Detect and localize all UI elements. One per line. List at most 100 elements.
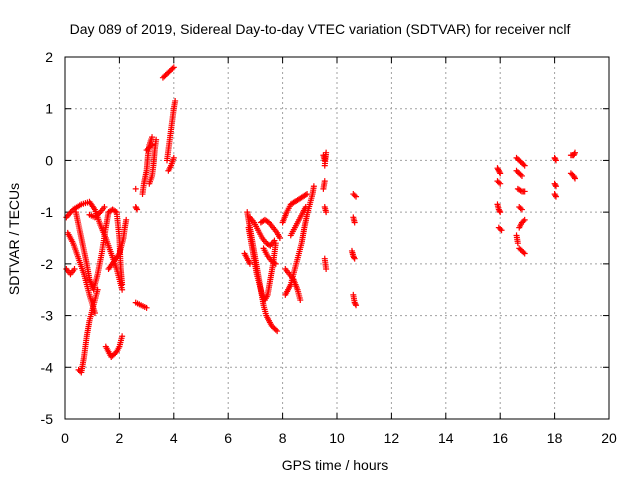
data-point [101, 203, 108, 210]
data-point [132, 185, 139, 192]
x-tick-label: 16 [492, 430, 508, 446]
data-point [351, 219, 358, 226]
data-point [133, 205, 140, 212]
data-point [119, 286, 126, 293]
data-point [351, 254, 357, 261]
data-point [495, 179, 502, 186]
data-point [497, 170, 504, 177]
data-point [276, 235, 283, 241]
y-tick-label: -3 [41, 308, 54, 324]
y-tick-label: -2 [41, 256, 54, 272]
data-point [514, 240, 521, 247]
data-points [63, 64, 578, 376]
data-point [552, 156, 559, 163]
data-point [302, 203, 309, 210]
x-tick-label: 14 [438, 430, 454, 446]
data-point [520, 249, 527, 256]
x-tick-label: 6 [224, 430, 232, 446]
data-point [572, 175, 578, 182]
plot-frame [64, 56, 610, 420]
x-tick-label: 8 [279, 430, 287, 446]
data-point [272, 326, 279, 333]
data-point [170, 64, 177, 71]
data-point [496, 207, 503, 214]
data-point [521, 188, 528, 195]
data-point [323, 209, 330, 216]
data-point [153, 136, 160, 143]
data-point [321, 162, 328, 169]
data-point [123, 216, 130, 223]
data-point [119, 333, 126, 340]
data-point [520, 218, 527, 225]
data-point [149, 141, 156, 148]
data-point [274, 328, 281, 335]
data-point [552, 183, 559, 190]
data-point [112, 208, 119, 215]
data-point [352, 300, 359, 307]
data-point [94, 286, 101, 293]
data-point [271, 259, 278, 266]
data-point [552, 181, 559, 188]
data-point [71, 266, 78, 273]
data-point [297, 297, 304, 304]
x-tick-label: 12 [384, 430, 400, 446]
data-point [112, 350, 119, 357]
x-tick-labels: 0 2 4 6 8 10 12 14 16 18 20 [61, 430, 617, 446]
x-tick-label: 18 [547, 430, 563, 446]
data-point [552, 157, 559, 164]
x-tick-label: 0 [61, 430, 69, 446]
data-point [304, 191, 311, 198]
data-point [497, 180, 504, 187]
data-point [351, 255, 358, 262]
data-point [172, 97, 179, 104]
data-point [572, 149, 578, 156]
data-point [134, 206, 141, 213]
data-point [266, 241, 272, 248]
data-point [321, 178, 328, 185]
data-point [351, 192, 358, 199]
data-point [497, 225, 504, 232]
data-point [353, 302, 360, 309]
data-point [552, 192, 559, 199]
y-tick-label: 1 [45, 101, 53, 117]
data-point [521, 162, 528, 169]
data-point [497, 209, 504, 216]
y-tick-labels: 2 1 0 -1 -2 -3 -4 -5 [41, 49, 54, 427]
data-point [517, 171, 524, 178]
data-point [302, 191, 309, 198]
data-point [498, 227, 505, 234]
data-point [552, 193, 559, 200]
y-tick-label: -4 [41, 359, 54, 375]
x-tick-label: 10 [329, 430, 345, 446]
data-point [323, 266, 330, 273]
data-point [149, 134, 156, 141]
data-point [521, 250, 528, 257]
data-point [517, 205, 524, 212]
data-point [496, 169, 503, 176]
data-point [246, 260, 253, 267]
data-point [518, 206, 525, 213]
chart-title: Day 089 of 2019, Sidereal Day-to-day VTE… [70, 21, 571, 37]
data-point [520, 161, 527, 168]
y-tick-label: -1 [41, 204, 54, 220]
y-tick-label: 2 [45, 49, 53, 65]
data-point [96, 210, 102, 217]
x-tick-label: 2 [116, 430, 124, 446]
data-point [517, 187, 524, 194]
data-point [170, 154, 177, 161]
data-point [353, 193, 360, 200]
x-tick-label: 20 [601, 430, 617, 446]
x-tick-label: 4 [170, 430, 178, 446]
data-point [518, 172, 525, 179]
data-point [271, 237, 278, 244]
data-point [119, 281, 126, 288]
data-point [571, 150, 578, 157]
grid-lines [65, 57, 609, 419]
y-tick-label: 0 [45, 152, 53, 168]
x-axis-label: GPS time / hours [282, 457, 389, 473]
data-point [571, 174, 578, 181]
data-point [143, 304, 150, 311]
data-point [521, 216, 528, 223]
